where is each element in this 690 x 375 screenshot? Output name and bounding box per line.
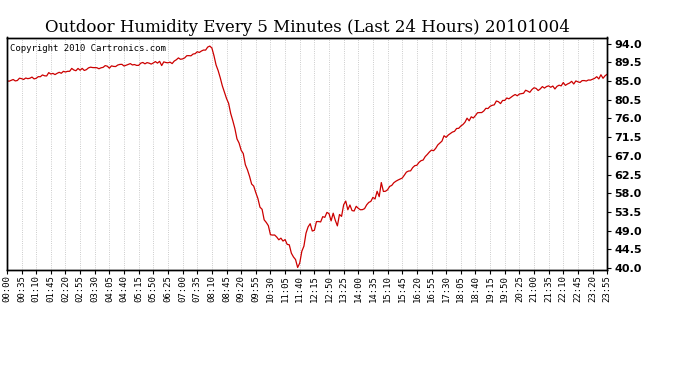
Text: Copyright 2010 Cartronics.com: Copyright 2010 Cartronics.com <box>10 45 166 54</box>
Title: Outdoor Humidity Every 5 Minutes (Last 24 Hours) 20101004: Outdoor Humidity Every 5 Minutes (Last 2… <box>45 19 569 36</box>
